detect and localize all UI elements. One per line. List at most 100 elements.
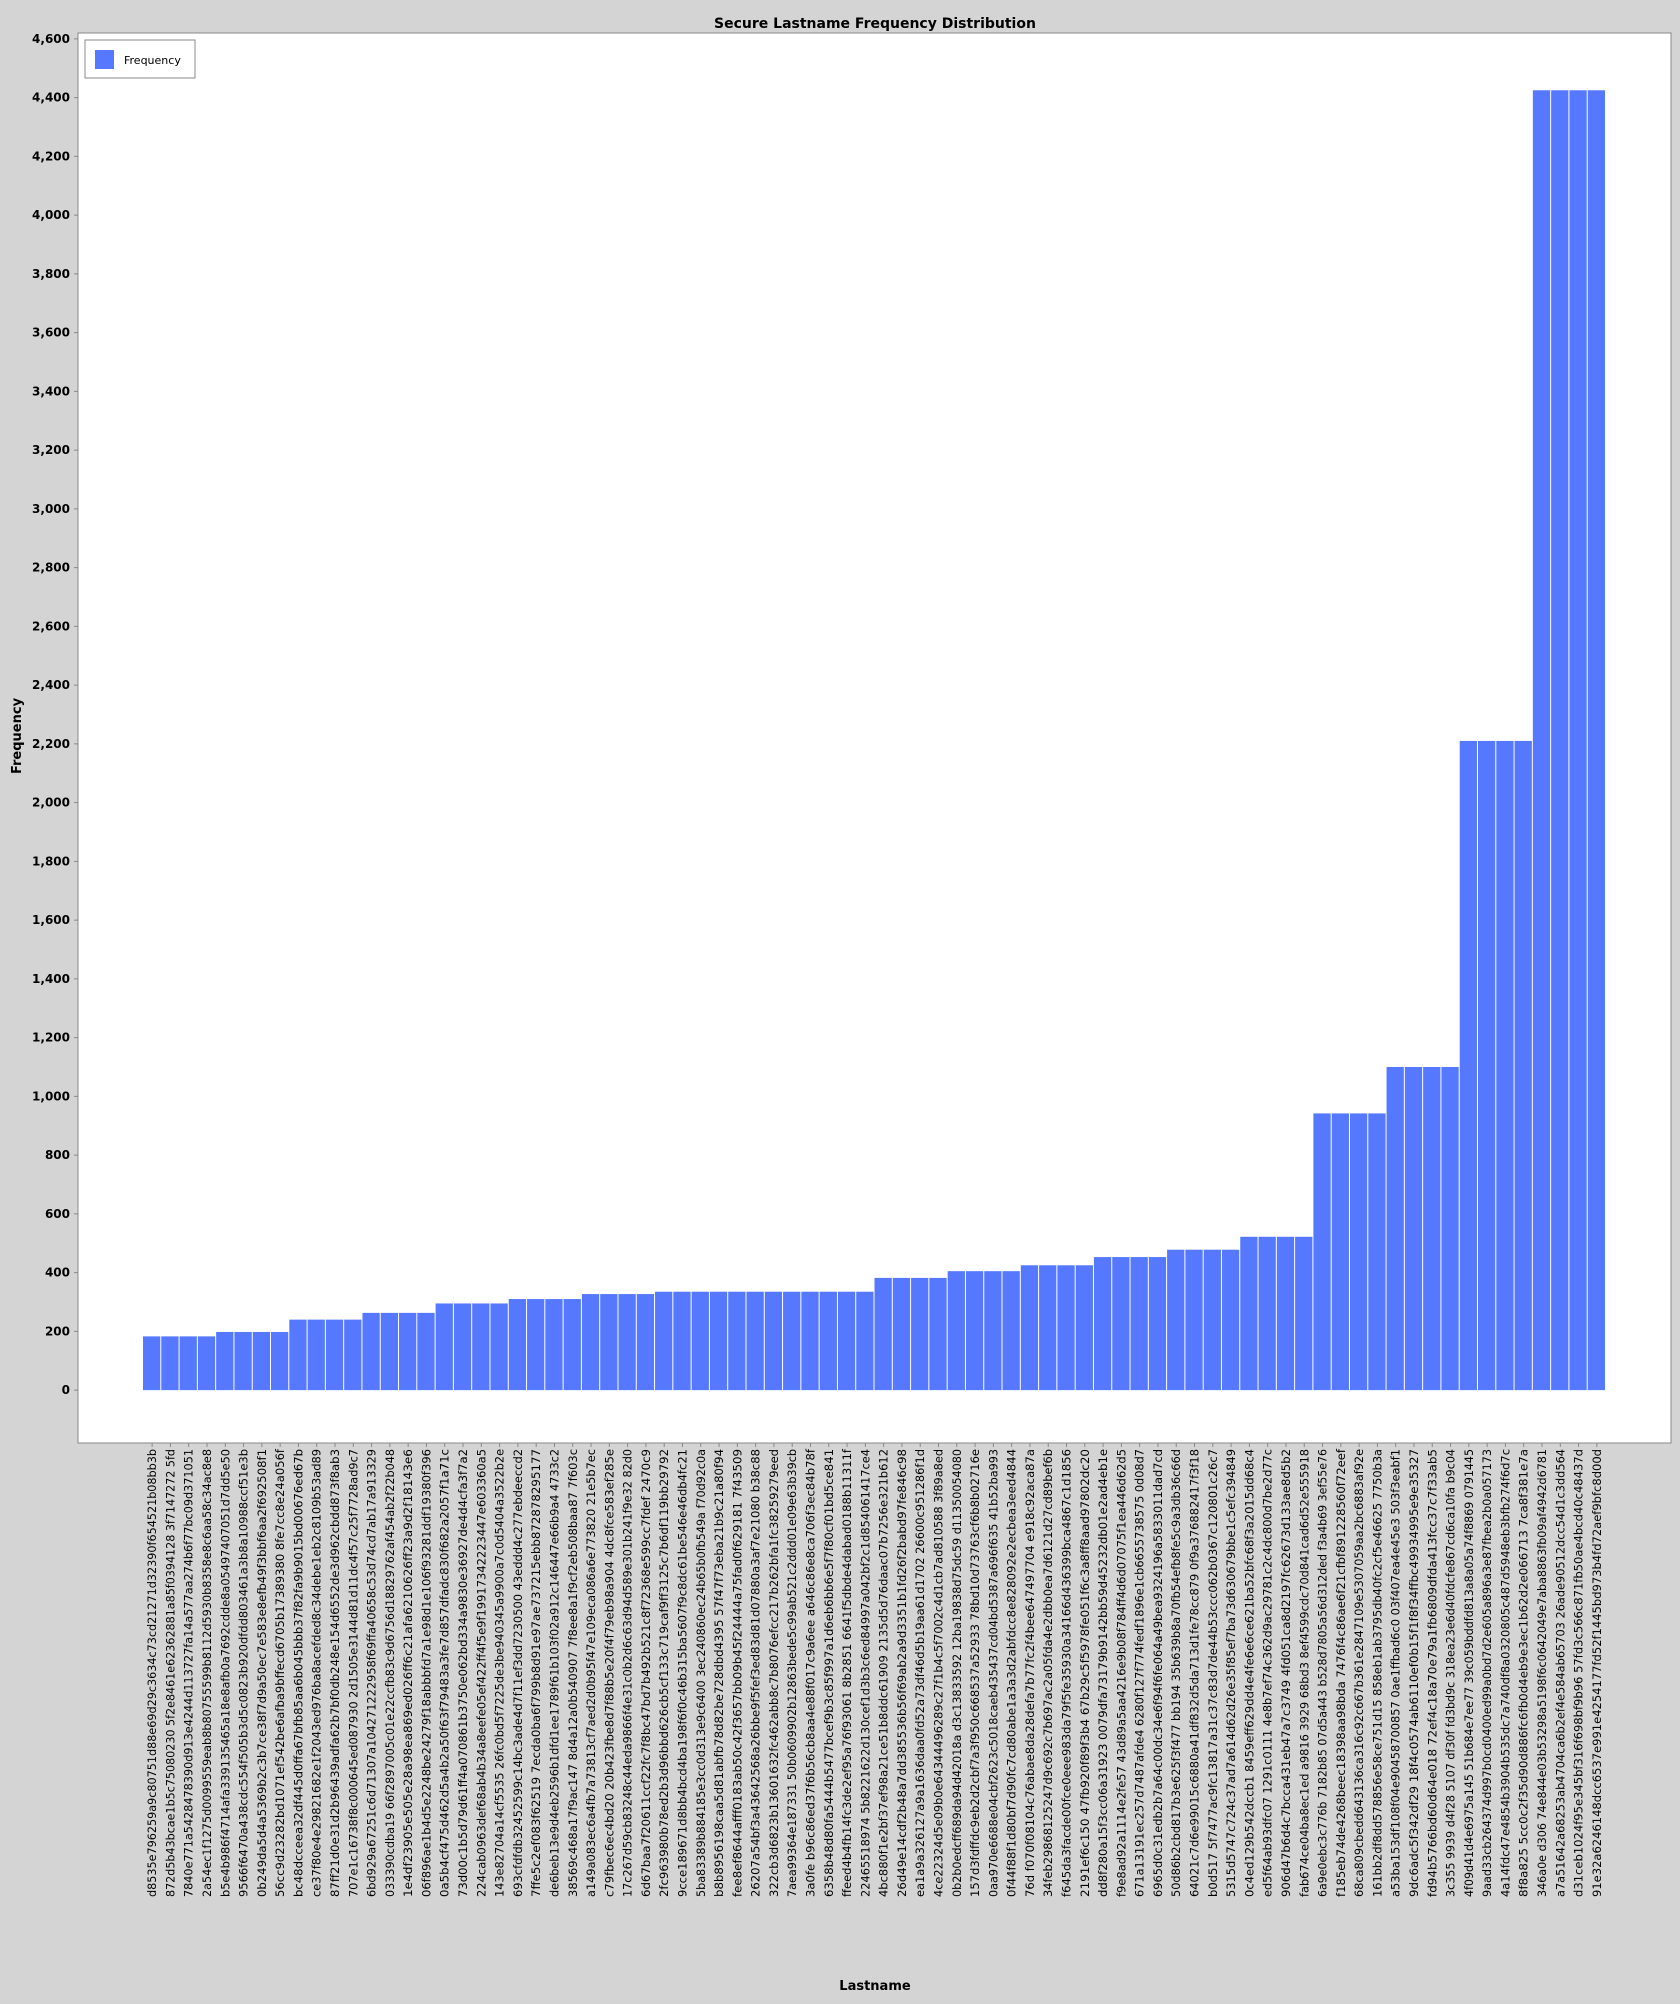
x-tick-label: fee8ef8644afff0183ab50c42f3657bb09b45f24… [731,1449,744,1897]
x-tick-label: bc48dcceea32df445d0ffa67bfb85aa6b045bbb3… [292,1449,305,1897]
bar [1569,90,1587,1391]
bar [1349,1113,1368,1391]
bar [563,1299,581,1391]
x-tick-label: ce37f80e4e29821682e1f2043ed976ba8acefded… [311,1449,324,1897]
x-tick-label: ed5f64ab93dfc07 1291c0111 4e8b7ef74c362d… [1262,1449,1275,1897]
bar [1386,1067,1404,1391]
bar [856,1291,874,1391]
y-tick-label: 2,000 [32,796,70,810]
bar [197,1336,216,1391]
x-tick-label: 68ca809cbedd643136ca316c92c667b361e28471… [1353,1449,1366,1897]
x-tick-label: 5315d5747c724c37ad7a614d62d26e35f85ef7ba… [1225,1449,1238,1897]
x-tick-label: fd94b5766bd60d64e018 72ef4c18a70e79a1fb6… [1426,1449,1439,1897]
y-tick-label: 1,400 [32,972,70,986]
x-tick-label: fab674ce04ba8ec1ed a9816 3929 68bd3 8ef4… [1298,1449,1311,1897]
y-tick-label: 2,400 [32,678,70,692]
x-tick-label: 9566f6470a438cdc554f505b3d5c0823b920dfdd… [238,1449,251,1897]
x-tick-label: 6965d0c31edb2b7a64c00dc34e6f94f6fe064a49… [1152,1449,1165,1897]
bar [362,1312,380,1391]
x-tick-label: 707e1c16738f8c000645ed087930 2d1505e3144… [347,1449,360,1897]
x-tick-label: 346a0e d306 74e844e03b53298a5198f6c06420… [1536,1449,1549,1897]
bar [1002,1271,1020,1391]
y-tick-label: 3,600 [32,326,70,340]
y-tick-label: 1,000 [32,1089,70,1103]
bar [1258,1236,1276,1391]
bar [1276,1236,1295,1391]
x-tick-label: 87ff21d0e31d2b96439adfa62b7bf0db248e154d… [329,1449,342,1897]
bar [252,1331,271,1391]
bar [673,1291,691,1391]
bar [1551,90,1569,1391]
x-tick-label: 9aad33cb264374d997b0cd0400ed99a0bd7d2e60… [1481,1449,1494,1897]
bar [1057,1265,1075,1391]
x-tick-label: 161bb2df8dd578856e58ce751d15 858eb1ab379… [1371,1449,1384,1897]
bar [490,1303,508,1391]
x-tick-label: 91e32a6246148dcc6537e991e4254177fd52f144… [1591,1449,1604,1897]
bar [1368,1113,1386,1391]
bar [399,1312,417,1391]
x-tick-label: 2a54ec1f1275d0099559eab8b80755599b8112d5… [201,1449,214,1897]
bar [1331,1113,1349,1391]
x-tick-label: 73d00c1b5d79d61ff4a070861b3750e062bd334a… [457,1449,470,1897]
bar [1496,740,1514,1391]
bar [636,1294,655,1391]
x-tick-label: 9dc6adc5f342df29 18f4c0574ab6110ef0b15f1… [1408,1449,1421,1897]
x-tick-label: dd8f280a15f3cc06a31923 0079dfa73179b9142… [1097,1449,1110,1897]
bar [1313,1113,1331,1391]
y-tick-label: 3,400 [32,384,70,398]
x-tick-label: 0b249da5d4a5369b2c3b7ce38f7d9a50ec7e583e… [256,1449,269,1897]
x-tick-label: 0aa970e6688e04cbf2623c5018caeb435437cd04… [987,1449,1000,1897]
y-tick-label: 3,000 [32,502,70,516]
bar [1404,1067,1423,1391]
bar [325,1319,344,1391]
x-tick-label: 0c4ed129b542dccb1 8459eff629dd4e4fe6e6ce… [1243,1449,1256,1897]
x-tick-label: 6bd929a67251c6d71307a104271222958f69ffa4… [366,1449,379,1897]
x-tick-label: 64021c7d6e99015c6880a41df832d5da713d1fe7… [1189,1449,1202,1897]
bar [1148,1257,1167,1391]
x-tick-label: 224cab0963def68ab4b34a8eefe05ef422ff4f5e… [475,1449,488,1897]
x-tick-label: 26d49e14cdf2b48a7dd385536b56f69ab2a9d335… [896,1449,909,1897]
bar [783,1291,801,1391]
bar [1112,1257,1130,1391]
bar [746,1291,764,1391]
x-tick-label: f185eb74de4268beec18398aa98bda 7476f4c86… [1335,1448,1348,1897]
bar [965,1271,984,1391]
bar [1039,1265,1057,1391]
bar [1167,1249,1185,1391]
x-tick-label: 38569c468a17f9ac147 8d4a12a0b540907 7f8e… [567,1449,580,1897]
x-tick-label: 4a14fdc47e4854b3904b535dc7a740df8a032080… [1499,1449,1512,1897]
x-tick-label: ffeed4b4fb14fc3de2ef95a76f93061 8b2851 6… [841,1448,854,1897]
x-tick-label: b8b8956198caa5d81abfb78d82be728dbd4395 5… [713,1449,726,1897]
x-tick-label: 157d3fdffdc9eb2d2cbf7a3f950c668537a52933… [969,1449,982,1897]
bar [435,1303,453,1391]
bar [691,1291,709,1391]
x-tick-label: 0b2b0edcff689da94d42018a d3c13833592 12b… [951,1449,964,1897]
x-tick-label: 3a0fe b96c86ed37f6b56cb8aa4e88f017c9a6ee… [804,1448,817,1897]
x-tick-label: ea1a9a326127a9a1636daa0fd52a73df46d5b19a… [914,1449,927,1897]
bar [1020,1265,1039,1391]
bar [1587,90,1605,1391]
y-tick-label: 400 [45,1266,70,1280]
x-tick-label: d31ceb1024f95e345bf316f698bf9b96 57fd3c5… [1573,1449,1586,1897]
x-tick-label: 56cc9d23282bd1071ef542be6afba9bffecd6705… [274,1448,287,1897]
x-tick-label: f645da3facde00fce0eee983da79f5fe35930a34… [1061,1449,1074,1897]
x-tick-label: 06f896ae1b4d5e2248be24279f18abbbfd7a1e98… [420,1449,433,1897]
y-tick-label: 4,600 [32,32,70,46]
x-tick-label: 50d86b2cbd817b3e625f3f477 bb194 35b639b8… [1170,1449,1183,1897]
bar [508,1299,527,1391]
bar [143,1336,161,1391]
y-tick-label: 1,800 [32,854,70,868]
x-tick-label: 033390cdba19 66f2897005c01e22ccfb83c9d67… [384,1449,397,1897]
bar [728,1291,746,1391]
bar [655,1291,673,1391]
x-tick-label: 2fc963980b78ed2b3d96bbd626cb5cf133c719ca… [658,1449,671,1897]
x-tick-label: 17c267d59cb83248c44eda9866f4e31c0b2d6c63… [622,1449,635,1897]
y-tick-label: 1,200 [32,1031,70,1045]
y-tick-label: 2,200 [32,737,70,751]
bar [929,1277,947,1391]
bar [801,1291,819,1391]
x-tick-label: 7aea99364e187331 50b0609902b12863bede5c9… [786,1449,799,1897]
bar [179,1336,197,1391]
bar [527,1299,545,1391]
